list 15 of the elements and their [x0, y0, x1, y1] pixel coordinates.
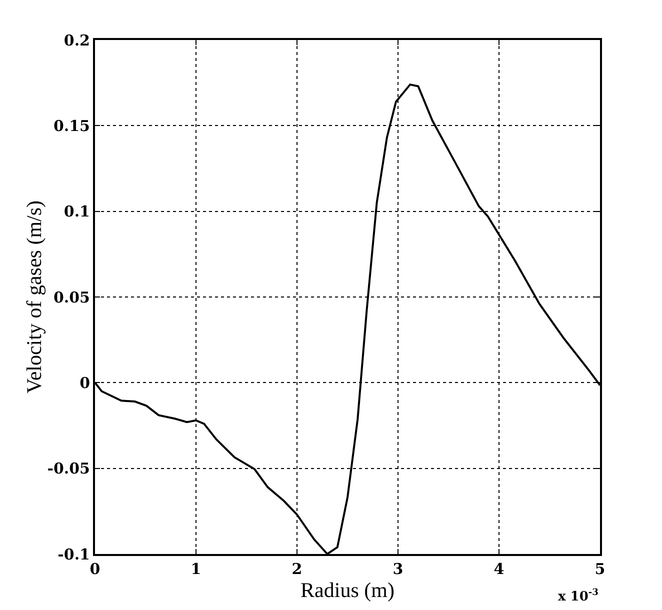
x-tick-label: 1 — [190, 560, 202, 578]
x-tick-label: 3 — [392, 560, 404, 578]
y-tick-label: 0.1 — [64, 202, 90, 221]
x-axis-title: Radius (m) — [300, 578, 394, 602]
x-tick-label: 4 — [494, 560, 504, 578]
y-axis-title: Velocity of gases (m/s) — [22, 200, 46, 394]
y-tick-label: 0.05 — [53, 288, 90, 306]
y-tick-label: -0.05 — [47, 460, 90, 478]
x-tick-label: 2 — [292, 560, 302, 578]
y-tick-label: -0.1 — [58, 545, 90, 564]
x-tick-label: 5 — [594, 560, 606, 578]
y-tick-label: 0 — [80, 374, 90, 392]
y-tick-label: 0.15 — [53, 116, 90, 135]
y-tick-label: 0.2 — [64, 31, 90, 50]
text: x 10$^{-3}$ — [558, 587, 598, 604]
